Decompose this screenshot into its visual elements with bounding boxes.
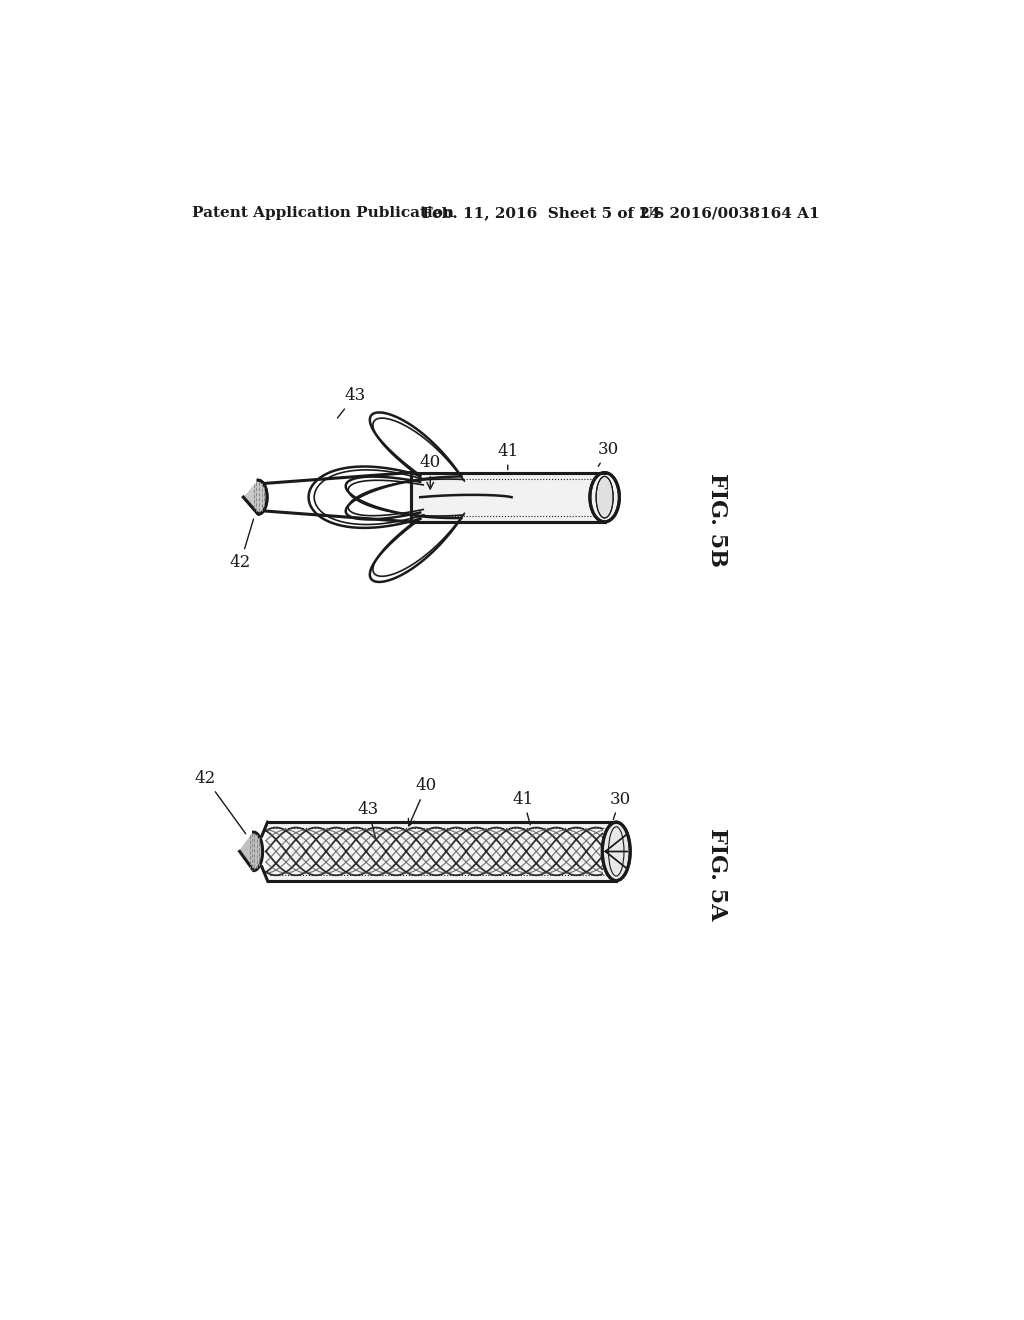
Text: US 2016/0038164 A1: US 2016/0038164 A1 [640, 206, 819, 220]
Text: 30: 30 [598, 441, 620, 466]
Text: Patent Application Publication: Patent Application Publication [191, 206, 454, 220]
Bar [411, 473, 604, 521]
Text: Feb. 11, 2016  Sheet 5 of 24: Feb. 11, 2016 Sheet 5 of 24 [423, 206, 662, 220]
Text: 43: 43 [357, 800, 379, 837]
Text: FIG. 5A: FIG. 5A [706, 828, 728, 921]
Ellipse shape [596, 477, 613, 517]
Text: 43: 43 [338, 387, 366, 418]
Text: 30: 30 [609, 791, 631, 820]
Bar [266, 822, 616, 880]
Text: 42: 42 [195, 770, 246, 834]
Text: 40: 40 [420, 454, 441, 488]
Text: 40: 40 [409, 777, 437, 826]
Ellipse shape [590, 473, 620, 521]
Ellipse shape [602, 822, 630, 880]
Text: 41: 41 [513, 791, 534, 825]
Polygon shape [244, 480, 267, 515]
Text: FIG. 5B: FIG. 5B [706, 474, 728, 568]
Polygon shape [240, 832, 262, 871]
Polygon shape [244, 480, 267, 515]
Text: 42: 42 [229, 519, 254, 572]
Text: 41: 41 [497, 442, 518, 470]
